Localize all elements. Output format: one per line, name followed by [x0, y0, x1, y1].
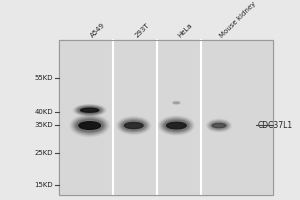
Ellipse shape [79, 122, 100, 129]
Ellipse shape [81, 108, 99, 112]
Text: 25KD: 25KD [34, 150, 53, 156]
Ellipse shape [160, 117, 193, 134]
Text: HeLa: HeLa [176, 22, 193, 39]
Ellipse shape [120, 119, 148, 132]
Ellipse shape [208, 120, 230, 131]
Bar [157, 40, 201, 195]
Ellipse shape [210, 121, 228, 130]
Ellipse shape [73, 116, 107, 135]
Ellipse shape [76, 106, 103, 114]
Bar [59, 40, 273, 195]
Ellipse shape [161, 118, 192, 133]
Ellipse shape [79, 107, 101, 113]
Ellipse shape [162, 119, 191, 132]
Ellipse shape [209, 121, 229, 130]
Ellipse shape [76, 120, 103, 131]
Ellipse shape [121, 120, 146, 131]
Ellipse shape [74, 117, 106, 134]
Bar [201, 40, 273, 195]
Ellipse shape [211, 122, 227, 129]
Ellipse shape [75, 119, 104, 133]
Text: 15KD: 15KD [34, 182, 53, 188]
Ellipse shape [174, 102, 179, 103]
Bar [59, 40, 273, 195]
Ellipse shape [71, 115, 108, 136]
Bar [113, 40, 157, 195]
Ellipse shape [212, 123, 226, 128]
Ellipse shape [167, 122, 186, 129]
Ellipse shape [119, 118, 148, 133]
Ellipse shape [122, 121, 145, 130]
Ellipse shape [163, 120, 190, 132]
Text: 293T: 293T [134, 22, 150, 39]
Text: A549: A549 [90, 22, 106, 39]
Text: 55KD: 55KD [34, 75, 53, 81]
Text: Mouse kidney: Mouse kidney [219, 0, 257, 39]
Text: CDC37L1: CDC37L1 [257, 121, 292, 130]
Ellipse shape [164, 120, 188, 131]
Bar [59, 40, 113, 195]
Ellipse shape [124, 122, 143, 129]
Text: 40KD: 40KD [34, 109, 53, 115]
Text: 35KD: 35KD [34, 122, 53, 128]
Ellipse shape [74, 105, 105, 116]
Ellipse shape [75, 105, 104, 115]
Ellipse shape [77, 107, 102, 114]
Ellipse shape [118, 117, 150, 134]
